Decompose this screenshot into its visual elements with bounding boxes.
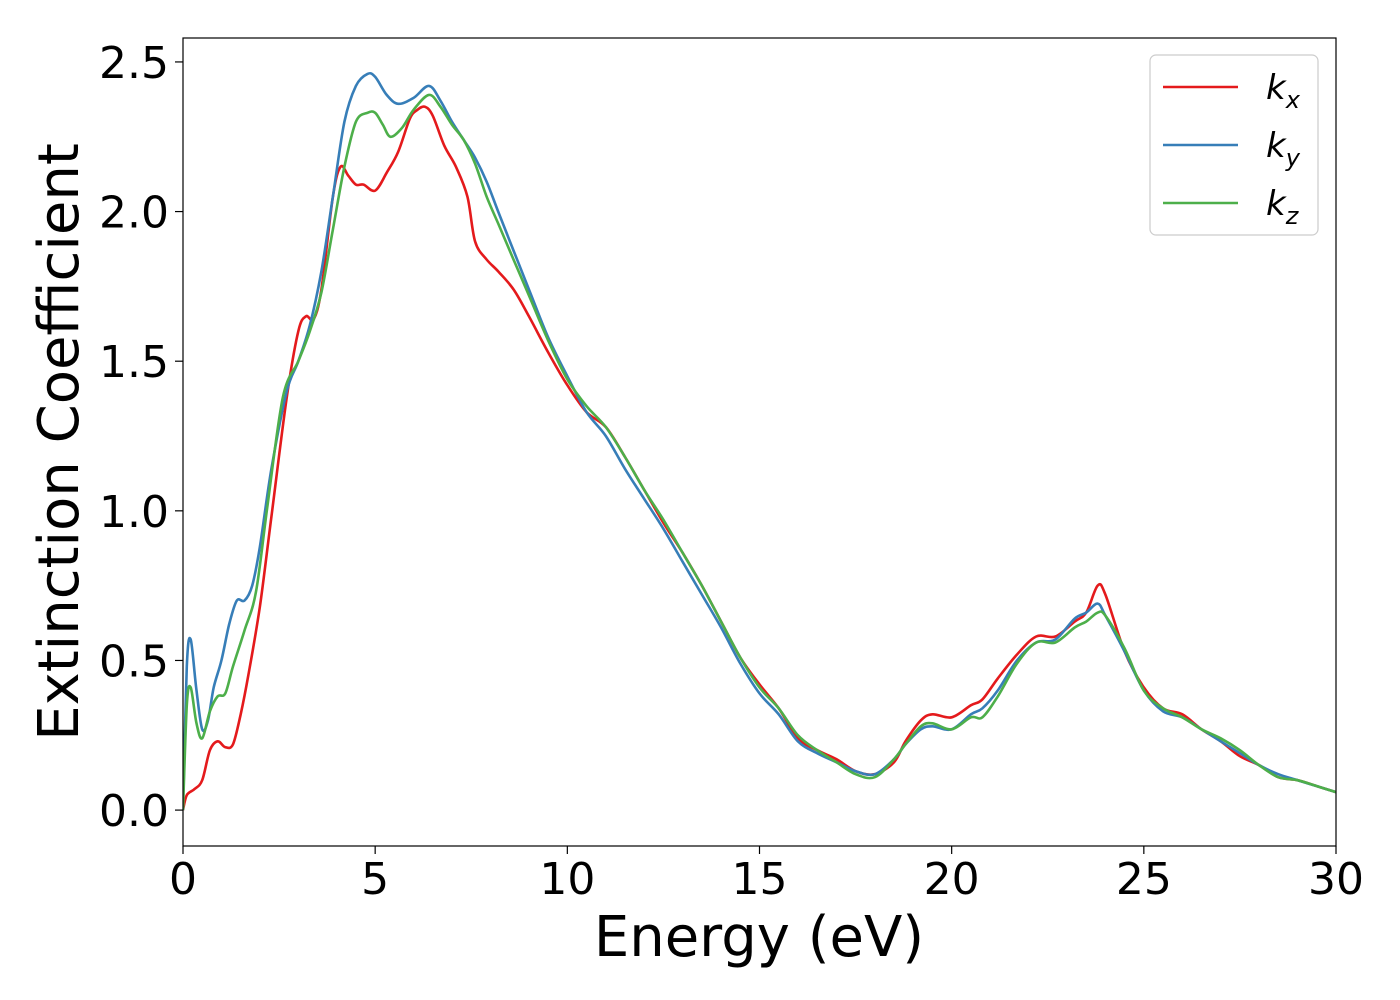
- series-line-kz: [183, 93, 1336, 811]
- legend-label-subscript: z: [1285, 202, 1300, 230]
- series-group: [183, 71, 1336, 811]
- legend-label-kz: kz: [1266, 184, 1300, 230]
- y-tick-label: 0.0: [99, 786, 169, 837]
- x-tick-label: 30: [1308, 854, 1364, 905]
- y-tick-label: 1.0: [99, 487, 169, 538]
- x-tick-label: 10: [539, 854, 595, 905]
- x-tick-label: 0: [169, 854, 197, 905]
- x-tick-label: 20: [924, 854, 980, 905]
- y-tick-label: 2.0: [99, 188, 169, 239]
- legend-label-subscript: y: [1285, 144, 1301, 172]
- y-tick-label: 1.5: [99, 337, 169, 388]
- y-tick-label: 0.5: [99, 636, 169, 687]
- y-axis: 0.0 0.5 1.0 1.5 2.0 2.5: [99, 38, 183, 837]
- x-tick-label: 15: [732, 854, 788, 905]
- legend-label-main: k: [1266, 184, 1287, 224]
- plot-background: [183, 38, 1336, 846]
- x-axis-title: Energy (eV): [594, 905, 924, 970]
- legend-label-subscript: x: [1285, 86, 1301, 114]
- legend-label-main: k: [1266, 68, 1287, 108]
- x-tick-label: 25: [1116, 854, 1172, 905]
- legend-label-main: k: [1266, 126, 1287, 166]
- legend-label-ky: ky: [1266, 126, 1301, 172]
- y-tick-label: 2.5: [99, 38, 169, 89]
- x-tick-label: 5: [361, 854, 389, 905]
- x-axis: 0 5 10 15 20 25 30: [169, 846, 1364, 905]
- y-axis-title: Extinction Coefficient: [27, 143, 92, 741]
- legend-label-kx: kx: [1266, 68, 1301, 114]
